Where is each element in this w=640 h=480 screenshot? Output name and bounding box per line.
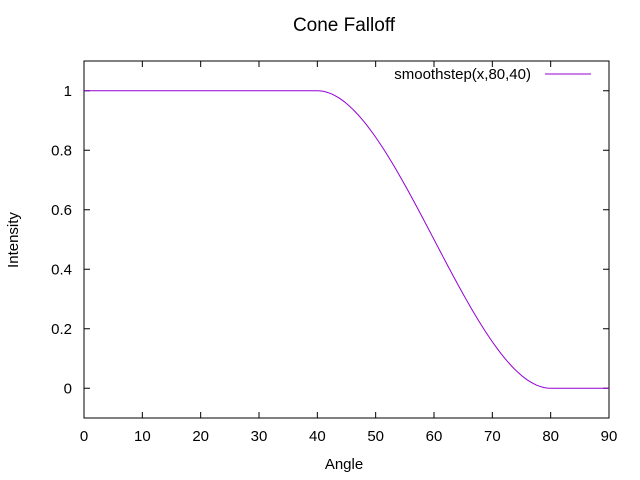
- x-tick-label: 20: [192, 428, 209, 445]
- x-axis: 0 10 20 30 40 50 60 70 80 90: [80, 61, 618, 445]
- x-tick-label: 50: [367, 428, 384, 445]
- y-axis-label: Intensity: [5, 212, 22, 268]
- x-tick-label: 80: [542, 428, 559, 445]
- legend-label: smoothstep(x,80,40): [394, 66, 531, 83]
- y-tick-label: 0: [64, 380, 72, 397]
- x-tick-label: 30: [251, 428, 268, 445]
- plot-frame: [83, 60, 610, 419]
- y-tick-label: 0.4: [51, 261, 72, 278]
- x-tick-label: 10: [134, 428, 151, 445]
- legend: smoothstep(x,80,40): [394, 66, 591, 83]
- y-tick-label: 1: [64, 83, 72, 100]
- chart-title: Cone Falloff: [293, 15, 396, 36]
- x-axis-label: Angle: [325, 456, 363, 473]
- series-line: [84, 90, 609, 389]
- x-tick-label: 60: [426, 428, 443, 445]
- y-axis: 0 0.2 0.4 0.6 0.8 1: [51, 83, 609, 397]
- x-tick-label: 40: [309, 428, 326, 445]
- x-tick-label: 0: [80, 428, 88, 445]
- y-tick-label: 0.8: [51, 142, 72, 159]
- x-tick-label: 70: [484, 428, 501, 445]
- y-tick-label: 0.6: [51, 202, 72, 219]
- y-tick-label: 0.2: [51, 321, 72, 338]
- series-group: [84, 90, 609, 389]
- x-tick-label: 90: [601, 428, 618, 445]
